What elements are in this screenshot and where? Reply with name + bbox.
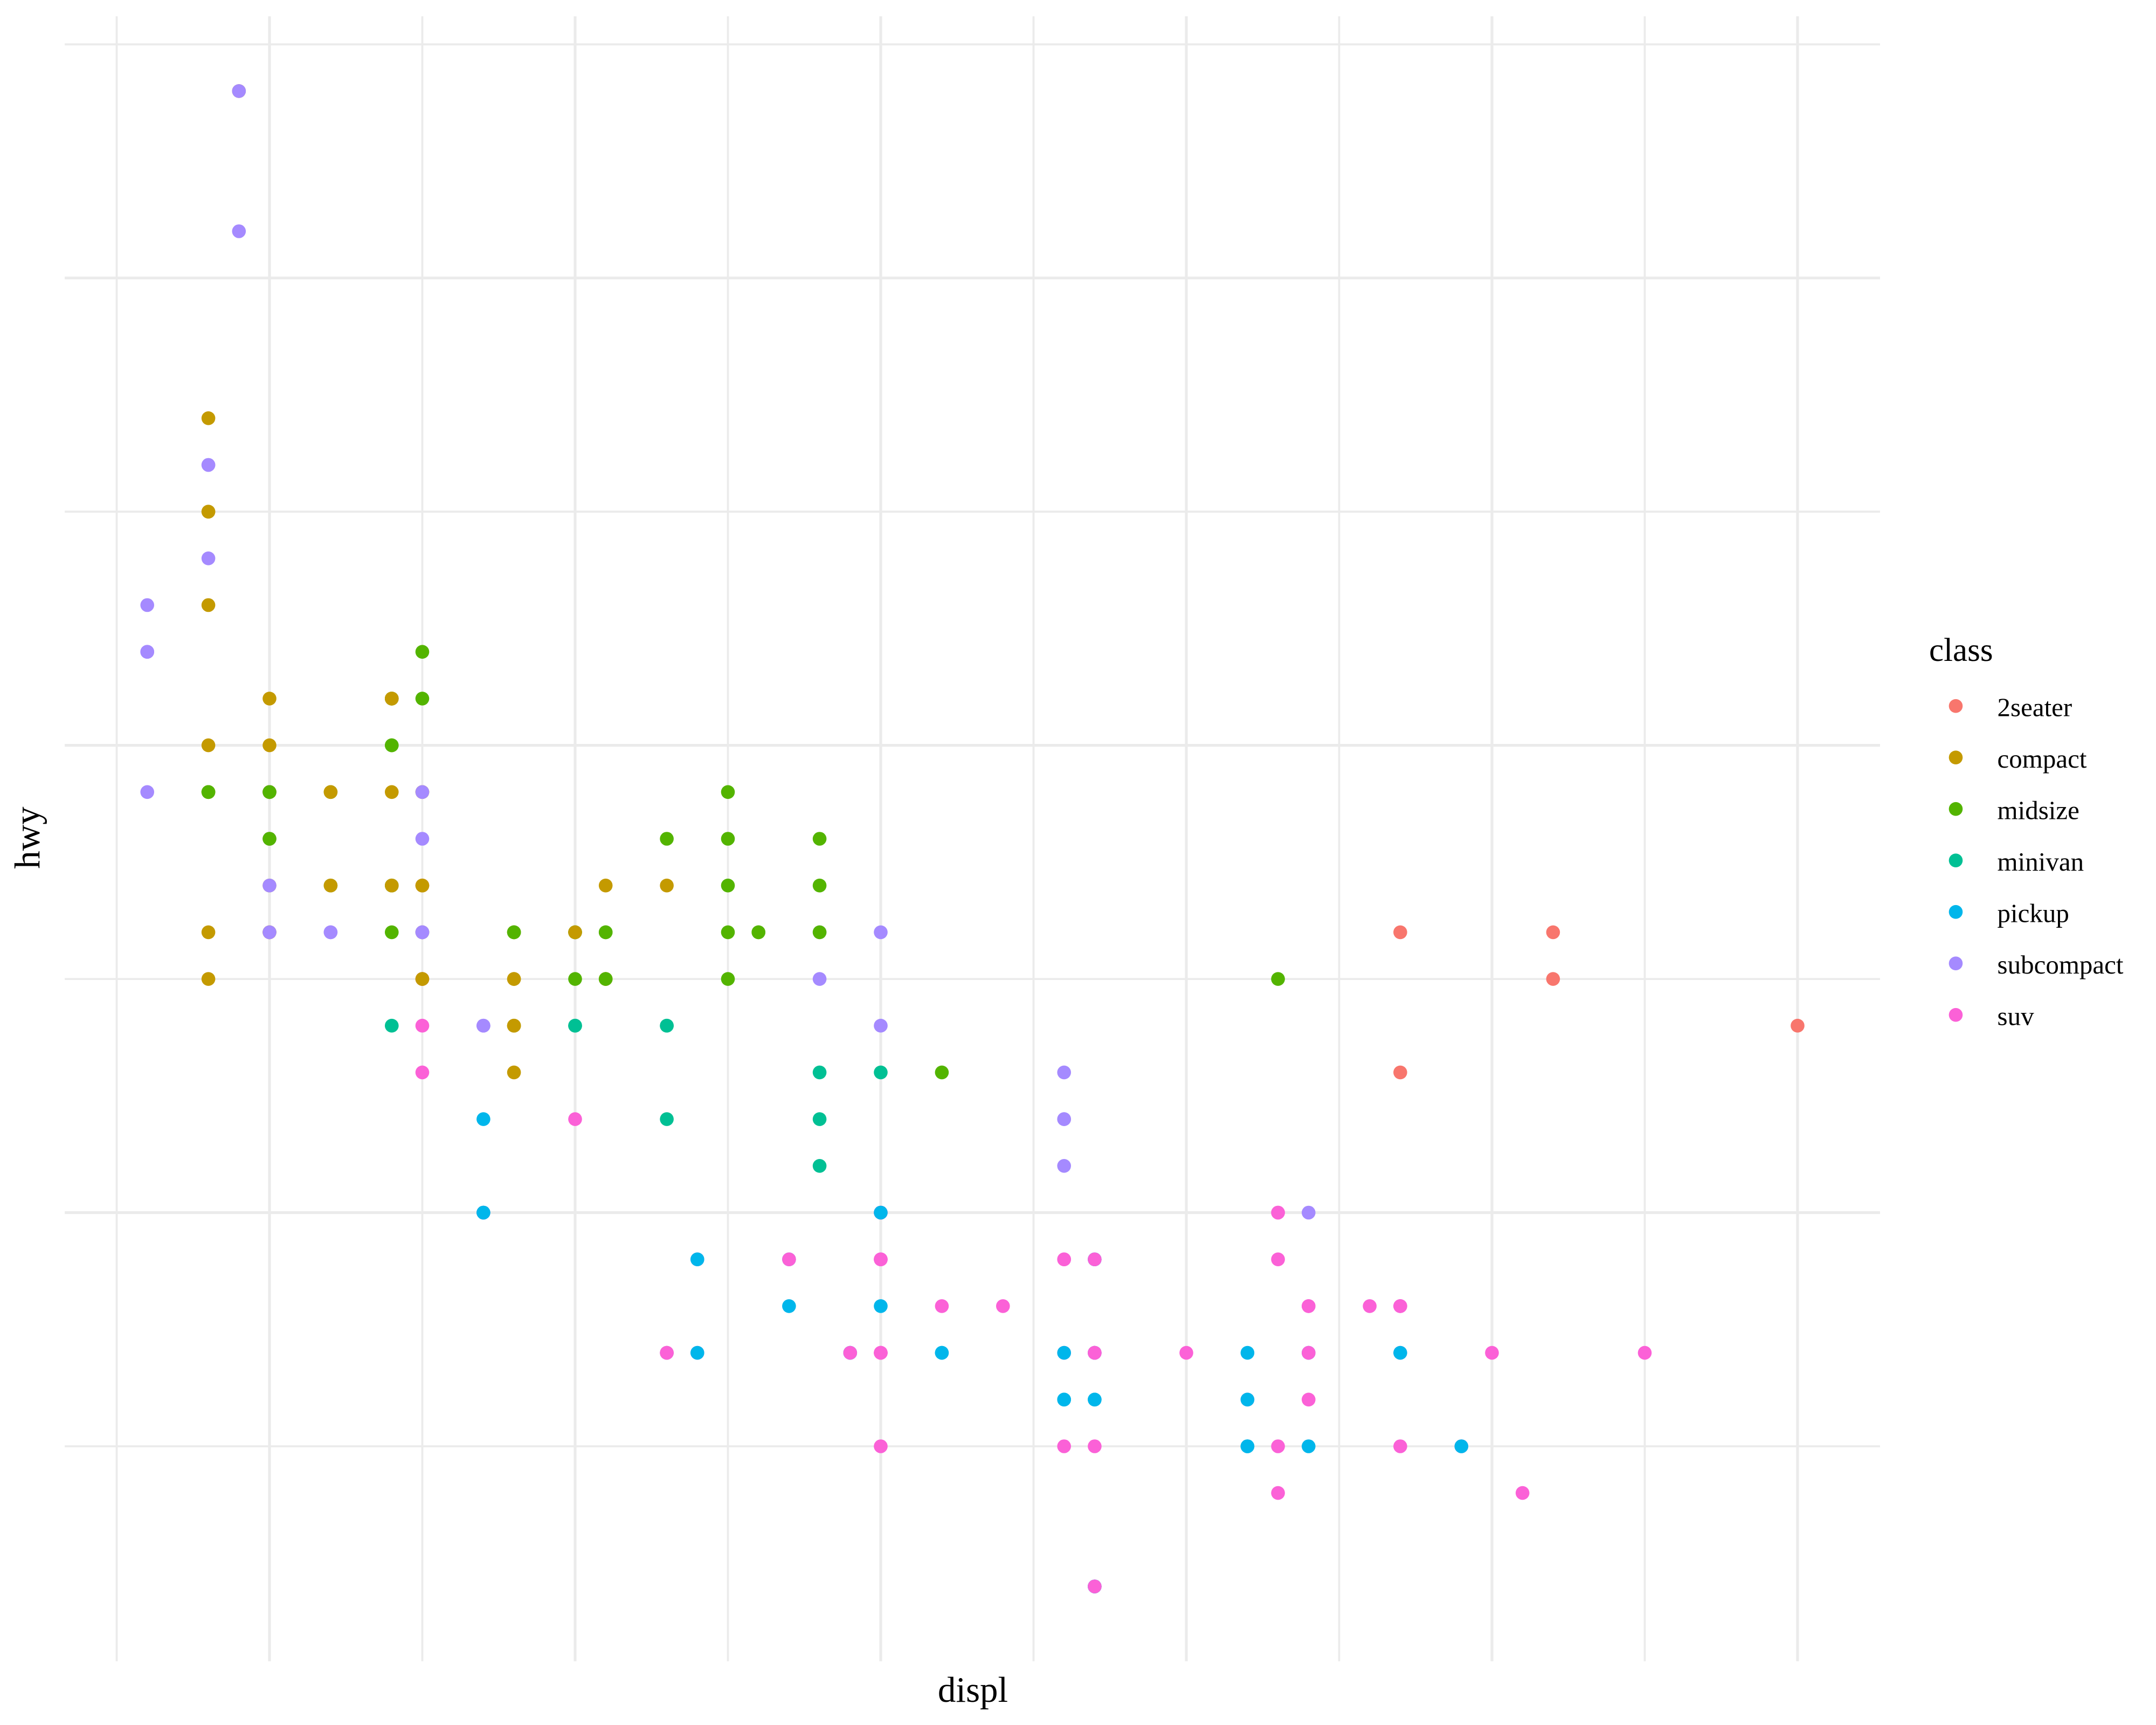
svg-text:pickup: pickup	[1998, 899, 2069, 928]
svg-text:hwy: hwy	[8, 806, 47, 869]
svg-text:minivan: minivan	[1998, 847, 2084, 877]
svg-text:2seater: 2seater	[1998, 693, 2072, 722]
svg-text:class: class	[1929, 632, 1993, 668]
svg-text:displ: displ	[938, 1670, 1008, 1710]
svg-text:midsize: midsize	[1998, 796, 2079, 825]
svg-text:suv: suv	[1998, 1002, 2035, 1031]
svg-text:compact: compact	[1998, 744, 2087, 774]
svg-text:subcompact: subcompact	[1998, 950, 2124, 979]
